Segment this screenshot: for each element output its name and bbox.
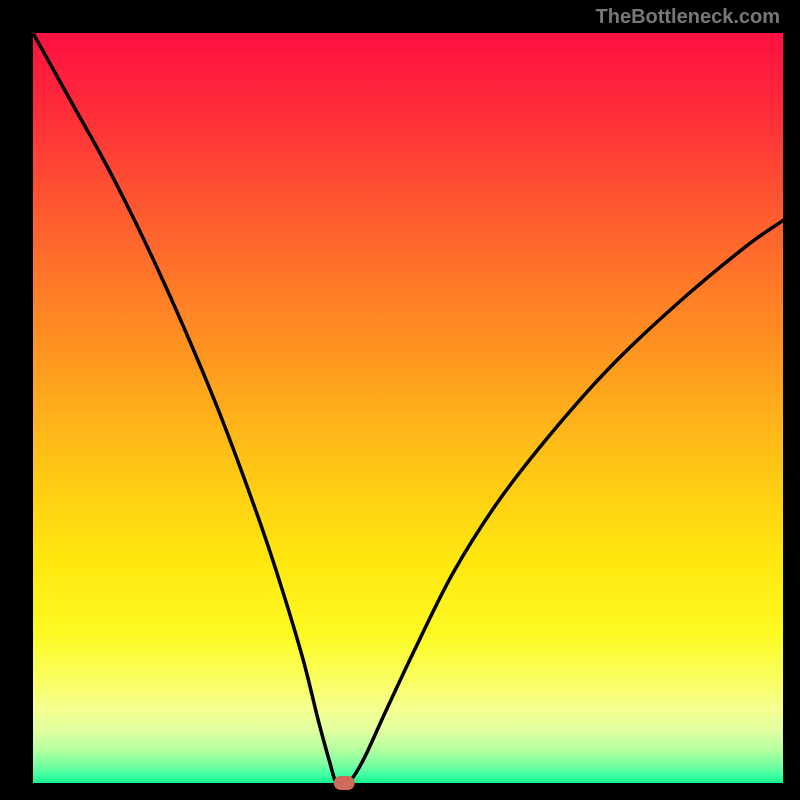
minimum-marker (334, 776, 355, 790)
chart-container: TheBottleneck.com (0, 0, 800, 800)
watermark-text: TheBottleneck.com (596, 6, 780, 29)
chart-svg (0, 0, 800, 800)
plot-background (33, 33, 783, 783)
